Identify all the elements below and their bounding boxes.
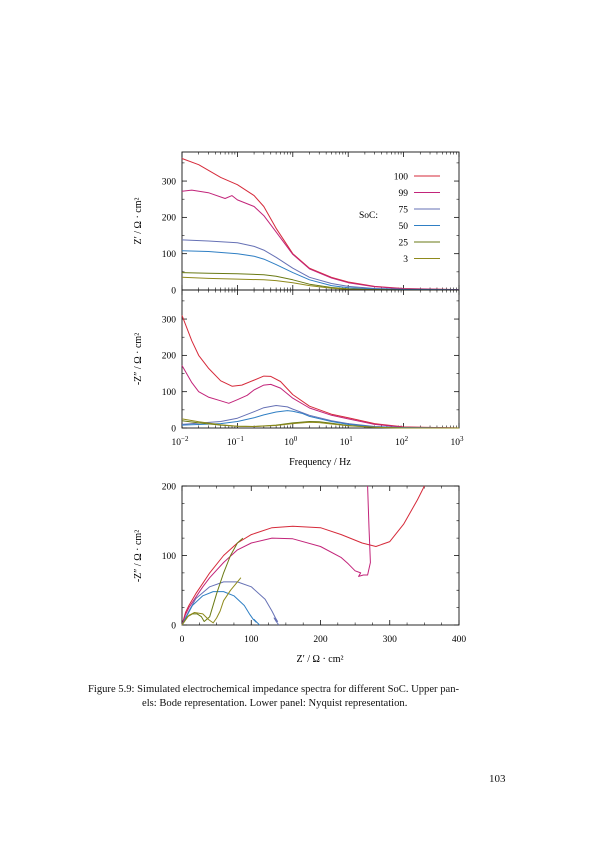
y-tick-label: 300 [162, 315, 177, 325]
legend-label-3: 3 [403, 255, 408, 265]
bode-real-series-50 [181, 250, 460, 291]
figure-caption: Figure 5.9: Simulated electrochemical im… [88, 683, 518, 711]
y-tick-label: 300 [162, 177, 177, 187]
y-tick-label: 0 [171, 621, 176, 631]
x-tick-label: 103 [451, 435, 465, 448]
bode-imag-panel: 0 100 200 300 10−2 10−1 100 101 102 103 -Z″ / Ω … [133, 289, 465, 468]
bode-real-series-99 [181, 189, 460, 291]
caption-label: Figure 5.9: [88, 684, 135, 695]
x-tick-label: 100 [284, 435, 298, 448]
bode-imag-frame [181, 289, 460, 429]
bode-imag-series-100 [181, 315, 460, 429]
x-tick-label: 300 [383, 635, 398, 645]
legend-label-100: 100 [394, 172, 409, 182]
legend: SoC: 100 99 75 50 25 3 [359, 172, 440, 265]
y-tick-label: 200 [162, 214, 177, 224]
nyquist-series-75 [181, 581, 280, 626]
x-tick-label: 10−2 [172, 435, 189, 448]
bode-imag-series-3 [181, 418, 459, 429]
y-tick-label: 100 [162, 388, 177, 398]
nyquist-series-3 [181, 577, 242, 626]
bode-real-series-75 [181, 239, 460, 291]
caption-line-2: els: Bode representation. Lower panel: N… [142, 698, 408, 709]
legend-label-99: 99 [399, 189, 409, 199]
bode-real-series-3 [181, 276, 459, 291]
nyquist-xlabel: Z′ / Ω · cm² [296, 654, 343, 665]
x-tick-label: 400 [452, 635, 467, 645]
bode-real-series-100 [181, 158, 460, 291]
bode-real-frame [181, 151, 460, 291]
bode-imag-series-50 [181, 410, 460, 429]
x-tick-label: 200 [313, 635, 328, 645]
x-tick-label: 101 [340, 435, 354, 448]
bode-xlabel: Frequency / Hz [289, 457, 351, 468]
bode-real-panel: 0 100 200 300 Z′ / Ω · cm² SoC: 100 99 75 50 25… [133, 151, 460, 296]
y-tick-label: 200 [162, 352, 177, 362]
x-tick-label: 0 [180, 635, 185, 645]
x-tick-label: 10−1 [227, 435, 244, 448]
nyquist-series-99 [181, 485, 371, 626]
legend-label-75: 75 [399, 205, 409, 215]
y-tick-label: 100 [162, 552, 177, 562]
nyquist-panel: 0 100 200 0 100 200 300 400 -Z″ / Ω · cm² Z′ /… [133, 482, 466, 665]
nyquist-ylabel: -Z″ / Ω · cm² [133, 530, 144, 582]
nyquist-series-50 [181, 591, 260, 626]
nyquist-series-100 [181, 485, 425, 626]
y-tick-label: 200 [162, 482, 177, 492]
x-tick-label: 100 [244, 635, 259, 645]
y-tick-label: 100 [162, 250, 177, 260]
x-tick-label: 102 [395, 435, 409, 448]
y-tick-label: 0 [171, 424, 176, 434]
legend-label-25: 25 [399, 238, 409, 248]
y-tick-label: 0 [171, 286, 176, 296]
caption-line-1: Simulated electrochemical impedance spec… [137, 684, 460, 695]
bode-imag-ylabel: -Z″ / Ω · cm² [133, 333, 144, 385]
page-number: 103 [489, 773, 506, 785]
legend-title: SoC: [359, 211, 378, 221]
legend-label-50: 50 [399, 222, 409, 232]
bode-real-ylabel: Z′ / Ω · cm² [133, 197, 144, 244]
bode-imag-series-99 [181, 365, 460, 429]
